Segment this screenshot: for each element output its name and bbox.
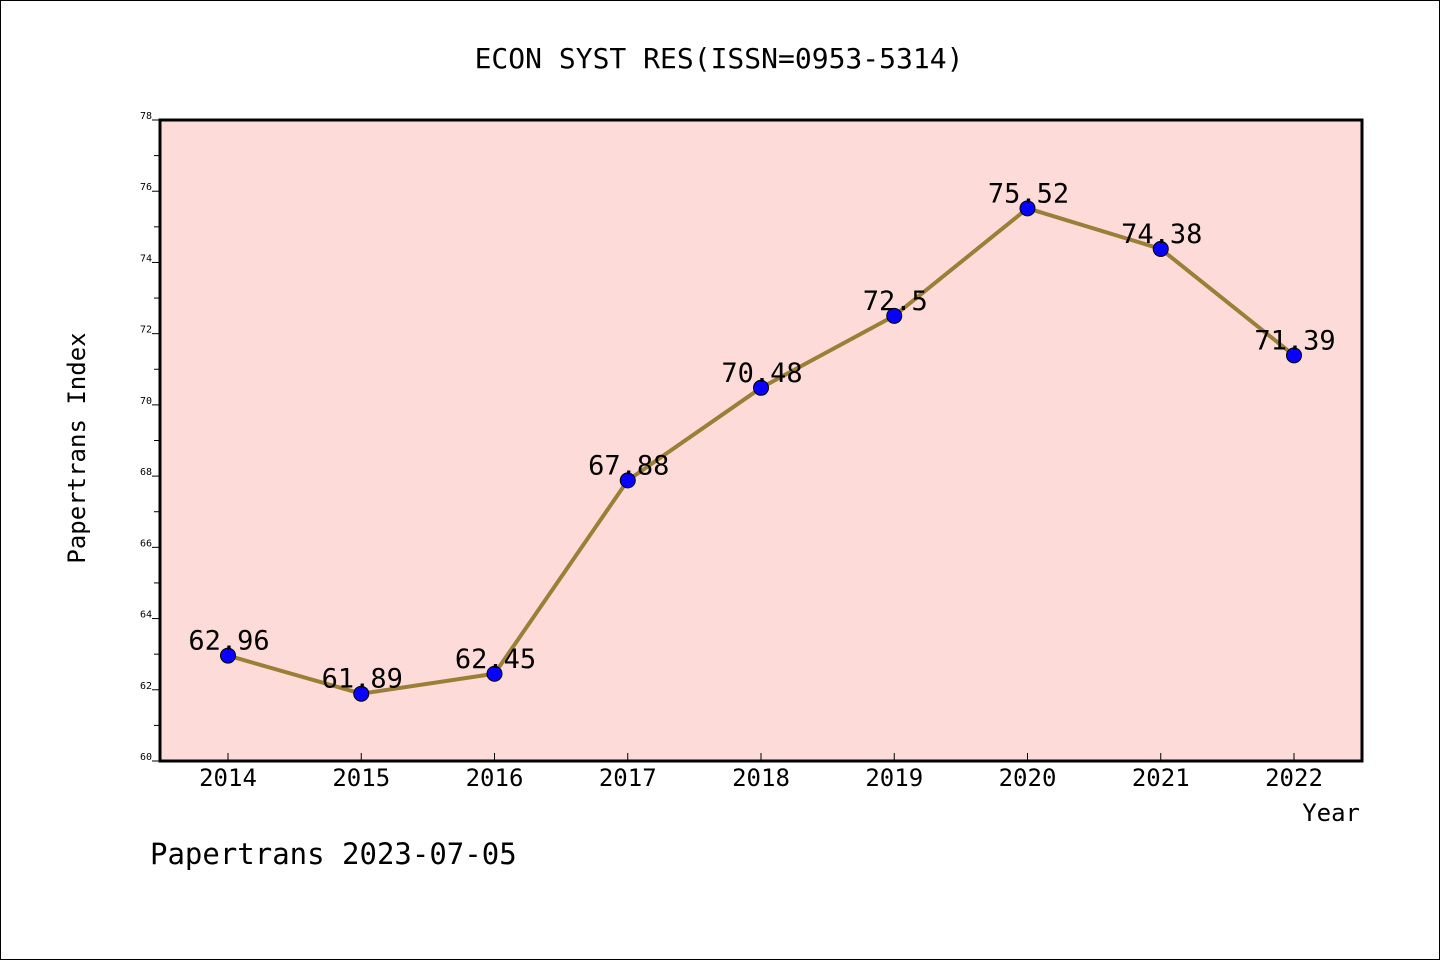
data-labels: 62.96 61.89 62.45 67.88 70.48 72.5 75.52 74.38 7… bbox=[188, 178, 1335, 694]
y-tick-label: 72 bbox=[140, 325, 152, 336]
y-tick-label: 74 bbox=[140, 253, 152, 264]
data-point bbox=[753, 379, 769, 396]
plot-area bbox=[158, 118, 1364, 763]
x-axis: 2014 2015 2016 2017 2018 2019 2020 2021 2022 bbox=[199, 753, 1323, 792]
data-label: 72.5 bbox=[863, 286, 928, 317]
x-tick-label: 2018 bbox=[732, 764, 790, 792]
data-label: 61.89 bbox=[322, 664, 403, 695]
data-point bbox=[220, 647, 236, 664]
data-label: 62.96 bbox=[188, 626, 269, 657]
data-point bbox=[1152, 240, 1169, 257]
x-tick-label: 2019 bbox=[865, 764, 923, 792]
data-point bbox=[886, 307, 903, 324]
data-point bbox=[1019, 200, 1036, 217]
x-axis-label: Year bbox=[1302, 799, 1360, 827]
data-point bbox=[1286, 347, 1302, 364]
y-tick-label: 64 bbox=[140, 610, 152, 621]
x-tick-label: 2015 bbox=[332, 764, 390, 792]
x-tick-label: 2014 bbox=[199, 764, 257, 792]
data-point bbox=[619, 472, 636, 489]
y-axis-label: Papertrans Index bbox=[63, 332, 91, 563]
data-label: 75.52 bbox=[988, 178, 1069, 209]
data-series bbox=[220, 200, 1302, 702]
y-tick-label: 76 bbox=[140, 182, 152, 193]
data-label: 70.48 bbox=[721, 358, 802, 389]
x-tick-label: 2022 bbox=[1265, 764, 1323, 792]
footer-text: Papertrans 2023-07-05 bbox=[150, 837, 517, 871]
x-tick-label: 2017 bbox=[599, 764, 657, 792]
y-tick-label: 62 bbox=[140, 681, 152, 692]
y-tick-label: 70 bbox=[140, 396, 152, 407]
y-tick-label: 68 bbox=[140, 467, 152, 478]
y-tick-label: 60 bbox=[140, 752, 152, 763]
y-axis: 60 62 64 66 68 70 72 74 76 78 bbox=[140, 111, 160, 763]
x-tick-label: 2016 bbox=[466, 764, 524, 792]
chart-title: ECON SYST RES(ISSN=0953-5314) bbox=[475, 42, 964, 75]
x-tick-label: 2020 bbox=[999, 764, 1057, 792]
data-point bbox=[353, 685, 370, 702]
data-label: 71.39 bbox=[1254, 325, 1335, 356]
data-label: 62.45 bbox=[455, 644, 536, 675]
data-label: 74.38 bbox=[1121, 219, 1202, 250]
data-label: 67.88 bbox=[588, 450, 669, 481]
x-tick-label: 2021 bbox=[1132, 764, 1190, 792]
data-point bbox=[486, 665, 503, 682]
y-tick-label: 78 bbox=[140, 111, 152, 122]
y-tick-label: 66 bbox=[140, 538, 152, 549]
